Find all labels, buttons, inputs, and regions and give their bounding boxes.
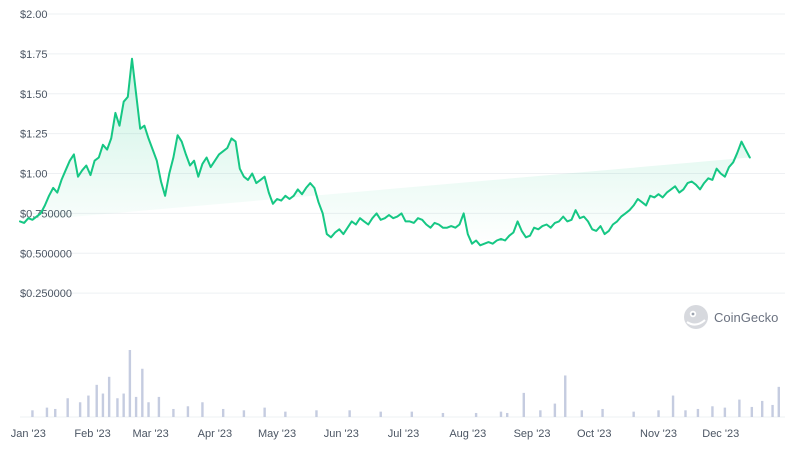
- volume-bar: [684, 410, 687, 417]
- volume-bar: [95, 384, 98, 417]
- volume-bar: [750, 406, 754, 417]
- volume-bar: [186, 406, 190, 417]
- volume-bar: [564, 375, 567, 417]
- volume-bar: [348, 410, 351, 417]
- volume-bar: [760, 400, 764, 417]
- volume-bar: [107, 376, 111, 417]
- x-tick-label: Jul '23: [388, 428, 419, 440]
- volume-bar: [738, 399, 741, 417]
- volume-bar: [128, 350, 132, 417]
- volume-bar: [671, 395, 675, 417]
- x-tick-label: Jun '23: [324, 428, 359, 440]
- volume-bar: [87, 395, 90, 417]
- volume-bar: [122, 393, 125, 417]
- x-tick-label: Mar '23: [132, 428, 168, 440]
- volume-bar: [632, 411, 635, 417]
- volume-bar: [134, 396, 138, 417]
- volume-bar: [78, 402, 82, 417]
- coingecko-watermark: CoinGecko: [684, 305, 778, 329]
- volume-bar: [580, 410, 584, 417]
- y-tick-label: $1.25: [20, 129, 48, 141]
- y-tick-label: $1.75: [20, 49, 48, 61]
- x-tick-label: Oct '23: [577, 428, 612, 440]
- x-axis: Jan '23 Feb '23 Mar '23 Apr '23 May '23 Jun '…: [11, 428, 739, 440]
- volume-bar: [147, 402, 150, 417]
- price-line: [19, 57, 751, 247]
- x-tick-label: Sep '23: [514, 428, 551, 440]
- volume-bar: [221, 408, 225, 417]
- price-line-group: [19, 57, 751, 247]
- volume-bar: [499, 411, 503, 417]
- volume-bar: [723, 407, 727, 417]
- volume-bar: [66, 398, 69, 417]
- volume-bar: [263, 407, 266, 417]
- volume-bar: [771, 404, 774, 417]
- y-tick-label: $1.50: [20, 89, 48, 101]
- y-axis: $0.250000$0.500000$0.750000$1.00$1.25$1.…: [20, 9, 72, 300]
- volume-bar: [242, 410, 246, 417]
- volume-bar: [172, 408, 175, 417]
- volume-bar: [284, 411, 287, 417]
- volume-bar: [379, 411, 382, 417]
- x-tick-label: Aug '23: [449, 428, 486, 440]
- price-area-fill: [20, 58, 750, 246]
- volume-bar: [101, 393, 105, 417]
- y-tick-label: $0.500000: [20, 248, 72, 260]
- volume-bar: [696, 408, 700, 417]
- volume-bar: [116, 398, 119, 417]
- volume-bars: [31, 350, 780, 417]
- x-tick-label: May '23: [258, 428, 296, 440]
- x-tick-label: Nov '23: [640, 428, 677, 440]
- x-tick-label: Feb '23: [74, 428, 110, 440]
- volume-bar: [505, 412, 509, 417]
- volume-bar: [54, 408, 57, 417]
- x-tick-label: Jan '23: [11, 428, 46, 440]
- volume-bar: [601, 408, 604, 417]
- x-tick-label: Dec '23: [702, 428, 739, 440]
- gecko-logo-icon: [684, 305, 708, 329]
- volume-bar: [141, 368, 144, 417]
- x-tick-label: Apr '23: [198, 428, 233, 440]
- volume-bar: [31, 410, 34, 417]
- volume-bar: [539, 410, 542, 417]
- volume-bar: [657, 410, 660, 417]
- volume-bar: [474, 412, 478, 417]
- volume-bar: [45, 407, 49, 417]
- y-tick-label: $1.00: [20, 169, 48, 181]
- y-tick-label: $0.250000: [20, 288, 72, 300]
- volume-bar: [777, 386, 780, 417]
- volume-bar: [711, 406, 714, 417]
- volume-bar: [201, 402, 204, 417]
- volume-bar: [410, 411, 414, 417]
- y-tick-label: $2.00: [20, 9, 48, 21]
- volume-bar: [157, 396, 161, 417]
- volume-bar: [315, 410, 318, 417]
- watermark-label: CoinGecko: [714, 310, 778, 325]
- volume-bar: [441, 412, 445, 417]
- price-area: [20, 58, 750, 246]
- volume-bar: [553, 403, 557, 417]
- volume-bar: [522, 392, 525, 417]
